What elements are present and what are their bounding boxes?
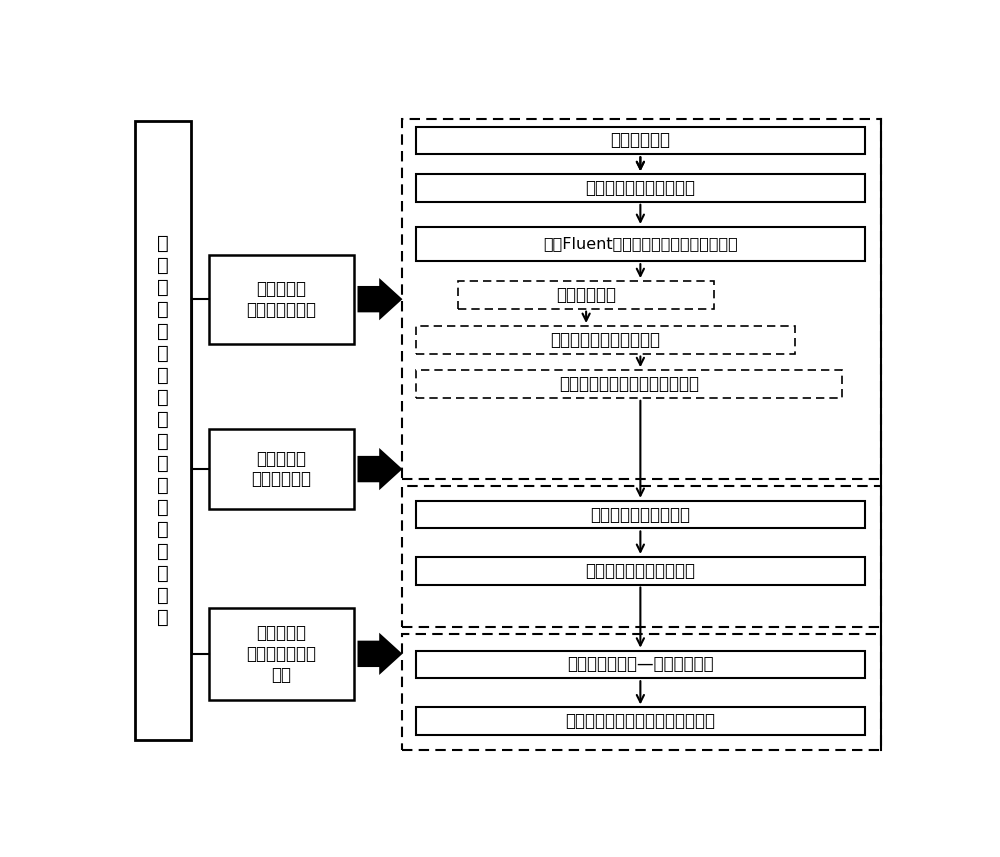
- Bar: [416, 326, 795, 354]
- Text: 确定气体监测报警装置的安装位置: 确定气体监测报警装置的安装位置: [565, 712, 715, 730]
- Bar: [416, 127, 865, 154]
- Text: 划分对室内人员伤害区域: 划分对室内人员伤害区域: [585, 561, 695, 579]
- Bar: [135, 121, 191, 740]
- Bar: [416, 227, 865, 261]
- Bar: [402, 634, 881, 750]
- Text: 第一部分：
浓度场仿真分析: 第一部分： 浓度场仿真分析: [247, 279, 317, 319]
- Text: 第三部分：
风险预防措施的
提出: 第三部分： 风险预防措施的 提出: [247, 624, 317, 684]
- Bar: [416, 174, 865, 202]
- Bar: [209, 255, 354, 344]
- Polygon shape: [358, 448, 402, 490]
- Bar: [416, 557, 865, 584]
- Polygon shape: [358, 632, 402, 675]
- Bar: [458, 281, 714, 309]
- Bar: [402, 119, 881, 479]
- Text: 输入边界条件及初始条件: 输入边界条件及初始条件: [550, 331, 660, 349]
- Bar: [416, 500, 865, 529]
- Text: 有
机
朗
肯
系
统
混
合
工
质
泄
漏
安
全
评
估
方
法: 有 机 朗 肯 系 统 混 合 工 质 泄 漏 安 全 评 估 方 法: [157, 234, 169, 626]
- Bar: [416, 370, 842, 398]
- Polygon shape: [358, 278, 402, 321]
- Bar: [209, 429, 354, 509]
- Text: 第二部分：
爆炸风险评估: 第二部分： 爆炸风险评估: [252, 450, 312, 488]
- Text: 确定安全的风速—可燃组元配比: 确定安全的风速—可燃组元配比: [567, 656, 714, 674]
- Bar: [209, 608, 354, 700]
- Text: 浓度场分析并划分易燃易爆区域: 浓度场分析并划分易燃易爆区域: [559, 375, 699, 393]
- Text: 选择控制方程: 选择控制方程: [556, 286, 616, 304]
- Text: 利用Fluent软件进行数值模拟及结果分析: 利用Fluent软件进行数值模拟及结果分析: [543, 237, 738, 252]
- Bar: [416, 650, 865, 678]
- Bar: [402, 486, 881, 627]
- Text: 评估对建筑的破坏程度: 评估对建筑的破坏程度: [590, 506, 690, 524]
- Text: 计算泄漏速率: 计算泄漏速率: [610, 131, 670, 149]
- Bar: [416, 707, 865, 735]
- Text: 工质泄漏仿真模型的建立: 工质泄漏仿真模型的建立: [585, 179, 695, 197]
